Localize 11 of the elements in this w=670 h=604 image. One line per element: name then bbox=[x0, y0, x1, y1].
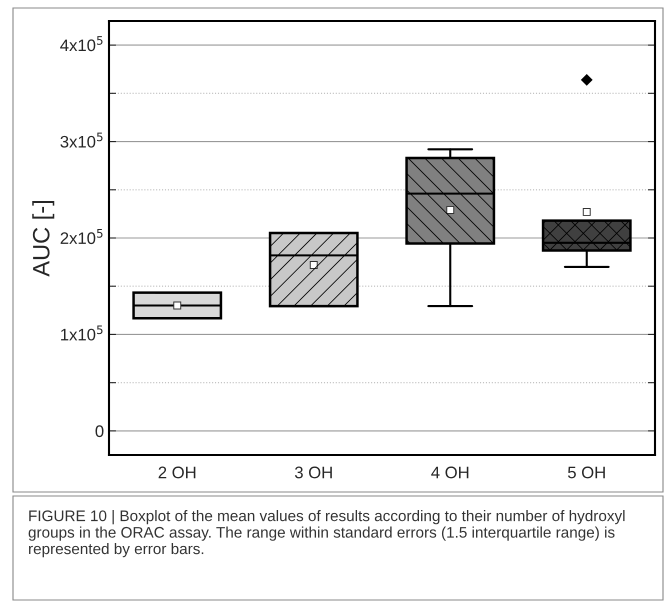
y-tick-label: 2x10$^{5}$ bbox=[60, 229, 103, 244]
y-tick-label: 3x10$^{5}$ bbox=[60, 132, 103, 148]
y-tick-label: 0 bbox=[96, 425, 104, 438]
y-tick-label: 1x10$^{5}$ bbox=[61, 325, 103, 341]
y-axis-title: AUC [-] bbox=[32, 200, 54, 277]
x-tick-label: 3 OH bbox=[294, 466, 332, 478]
x-tick-label: 2 OH bbox=[158, 466, 196, 478]
x-tick-label: 4 OH bbox=[431, 466, 468, 478]
y-tick-label: 4x10$^{5}$ bbox=[60, 36, 103, 52]
caption: FIGURE 10 | Boxplot of the mean values of results according to their number of hydroxyl groups in the ORAC assay. The range within standard errors (1.5 interquartile range) is represented by error bars. bbox=[28, 510, 625, 558]
x-tick-label: 5 OH bbox=[568, 466, 605, 478]
